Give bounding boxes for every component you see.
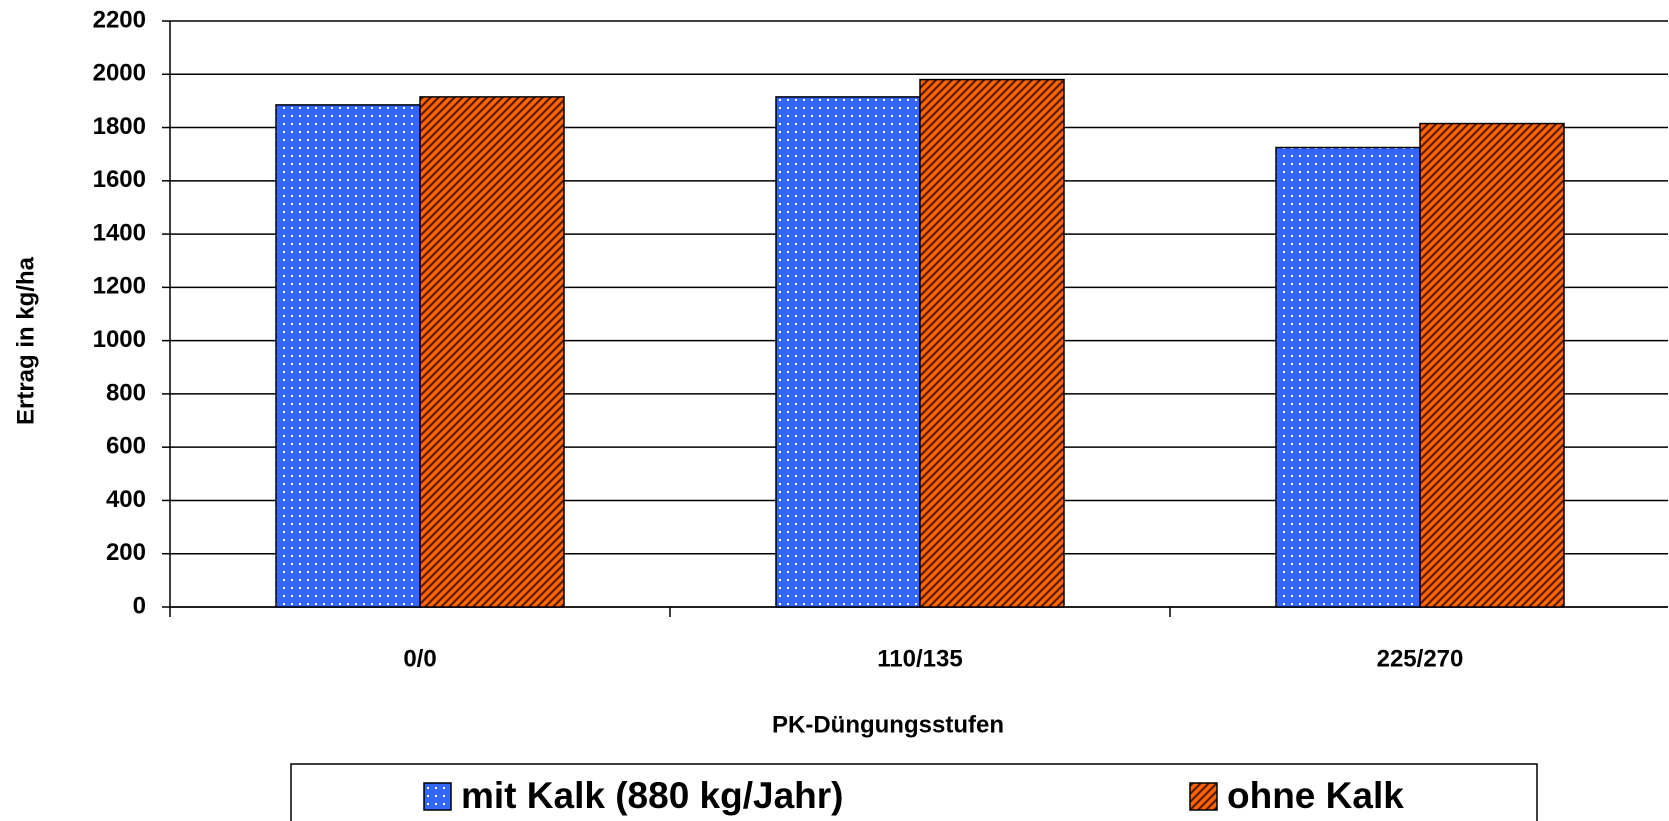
y-tick-label: 2000 [93,60,146,87]
bar [275,104,421,608]
y-tick-label: 1000 [93,326,146,353]
x-tick-label: 110/135 [877,645,962,672]
bar [419,96,565,608]
bar [1419,122,1565,608]
y-tick-label: 800 [106,379,146,406]
x-axis-title: PK-Düngungsstufen [772,711,1004,738]
y-tick-label: 1800 [93,113,146,140]
bar [775,96,921,608]
bar [919,78,1065,608]
y-tick-label: 2200 [93,6,146,33]
legend-marker [423,782,452,811]
legend-label: mit Kalk (880 kg/Jahr) [461,775,843,816]
y-tick-label: 200 [106,539,146,566]
y-tick-label: 1400 [93,219,146,246]
y-tick-label: 600 [106,433,146,460]
y-tick-label: 1200 [93,273,146,300]
x-tick-label: 0/0 [403,645,436,672]
bar [1275,146,1421,608]
legend-label: ohne Kalk [1227,775,1404,816]
y-tick-label: 400 [106,486,146,513]
legend-box [290,763,1538,821]
y-axis-title: Ertrag in kg/ha [12,256,39,425]
x-tick-label: 225/270 [1377,645,1464,672]
y-tick-label: 0 [133,592,146,619]
y-tick-label: 1600 [93,166,146,193]
legend-marker [1189,782,1218,811]
